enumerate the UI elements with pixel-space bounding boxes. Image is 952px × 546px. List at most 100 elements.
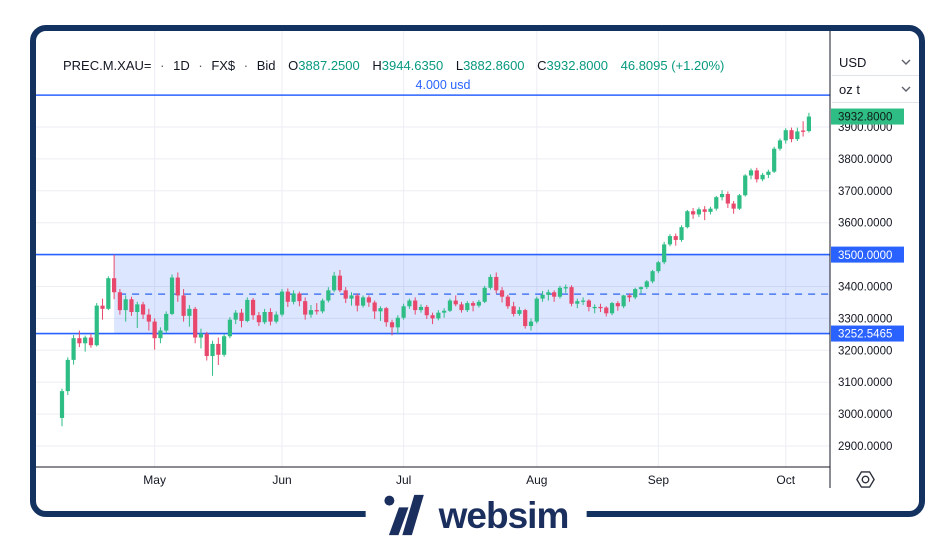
- candle-up: [592, 306, 597, 309]
- candle-up: [279, 291, 285, 315]
- candle-down: [494, 276, 499, 291]
- symbol-name[interactable]: PREC.M.XAU=: [63, 58, 152, 73]
- candle-down: [140, 304, 146, 315]
- data-source: FX$: [211, 58, 236, 73]
- alert-line-label: 4.000 usd: [416, 78, 471, 92]
- candle-down: [239, 312, 244, 321]
- high-value: 3944.6350: [381, 58, 444, 73]
- candle-up: [274, 314, 279, 322]
- candle-up: [106, 278, 111, 309]
- close-label: C: [537, 58, 547, 73]
- candle-up: [158, 330, 163, 339]
- candle-down: [343, 290, 348, 299]
- close-value: 3932.8000: [546, 58, 608, 73]
- candle-down: [430, 315, 435, 319]
- unit-selector[interactable]: oz t: [832, 76, 919, 103]
- candle-down: [181, 295, 186, 316]
- websim-wordmark: websim: [438, 494, 570, 536]
- month-label[interactable]: Sep: [648, 473, 670, 487]
- currency-label: USD: [839, 54, 867, 70]
- candle-down: [384, 308, 389, 323]
- candle-up: [227, 319, 233, 337]
- candle-down: [77, 338, 82, 344]
- change-value: 46.8095 (+1.20%): [620, 58, 725, 73]
- candle-up: [436, 312, 441, 319]
- candle-down: [627, 295, 632, 298]
- candle-up: [719, 193, 725, 198]
- candle-up: [395, 317, 400, 328]
- candle-up: [714, 197, 719, 209]
- candle-up: [662, 244, 667, 263]
- candle-down: [754, 170, 759, 180]
- legend-separator: ·: [160, 58, 165, 73]
- candle-up: [650, 271, 655, 282]
- month-label[interactable]: Jul: [396, 473, 411, 487]
- price-tick-label: 3400.0000: [838, 282, 892, 294]
- band-top-price-badge-label: 3500.0000: [838, 250, 892, 262]
- band-bottom-price-badge-label: 3252.5465: [838, 329, 892, 341]
- price-tick-label: 2900.0000: [838, 441, 892, 453]
- candle-up: [222, 336, 227, 355]
- candle-up: [187, 308, 192, 316]
- candle-up: [748, 170, 754, 176]
- candle-down: [569, 287, 574, 304]
- candle-up: [326, 290, 331, 301]
- candle-up: [760, 174, 765, 180]
- candle-down: [285, 291, 290, 302]
- candle-up: [777, 140, 783, 149]
- candle-up: [210, 343, 215, 357]
- price-tick-label: 3700.0000: [838, 186, 892, 198]
- candle-down: [100, 305, 105, 309]
- candle-up: [534, 298, 539, 322]
- candle-down: [725, 193, 730, 204]
- price-tick-label: 3100.0000: [838, 377, 892, 389]
- currency-selector[interactable]: USD: [832, 49, 919, 76]
- candle-down: [598, 306, 603, 309]
- candle-down: [511, 306, 516, 314]
- candle-up: [320, 300, 325, 312]
- candle-down: [256, 315, 261, 323]
- unit-label: oz t: [839, 81, 860, 97]
- price-scale-settings-button[interactable]: [853, 468, 877, 490]
- candle-down: [505, 296, 510, 307]
- high-label: H: [372, 58, 382, 73]
- candle-up: [401, 306, 406, 318]
- month-label[interactable]: Jun: [272, 473, 291, 487]
- candle-down: [337, 275, 343, 291]
- month-label[interactable]: May: [143, 473, 166, 487]
- candle-up: [476, 301, 481, 306]
- candle-up: [442, 310, 447, 313]
- candle-down: [615, 303, 620, 307]
- symbol-legend: PREC.M.XAU= · 1D · FX$ · Bid O3887.2500 …: [63, 58, 724, 73]
- websim-logo[interactable]: websim: [365, 492, 587, 538]
- candle-up: [563, 287, 568, 289]
- candle-up: [308, 310, 314, 315]
- candle-up: [644, 281, 649, 288]
- candle-up: [233, 312, 238, 320]
- price-tick-label: 3600.0000: [838, 218, 892, 230]
- candle-down: [552, 292, 557, 297]
- candle-down: [691, 211, 696, 215]
- interval-value[interactable]: 1D: [173, 58, 190, 73]
- candle-down: [193, 308, 198, 338]
- candle-up: [65, 359, 70, 392]
- candle-down: [453, 300, 458, 305]
- candle-up: [656, 262, 661, 272]
- candle-down: [88, 337, 94, 346]
- candle-up: [407, 300, 412, 307]
- chevron-down-icon: [901, 86, 911, 92]
- candle-down: [175, 277, 180, 296]
- chart-canvas[interactable]: 4.000 usd 3900.0000 3800.0000 3700.0000 3600…: [36, 31, 919, 511]
- candle-up: [633, 289, 638, 298]
- candle-down: [250, 299, 256, 316]
- candle-up: [685, 211, 690, 228]
- price-type: Bid: [256, 58, 276, 73]
- price-tick-label: 3800.0000: [838, 154, 892, 166]
- candle-up: [488, 276, 493, 288]
- candle-up: [575, 301, 580, 304]
- candle-up: [517, 310, 522, 314]
- candle-up: [708, 208, 713, 212]
- candle-up: [378, 308, 383, 312]
- month-label[interactable]: Oct: [776, 473, 795, 487]
- month-label[interactable]: Aug: [526, 473, 547, 487]
